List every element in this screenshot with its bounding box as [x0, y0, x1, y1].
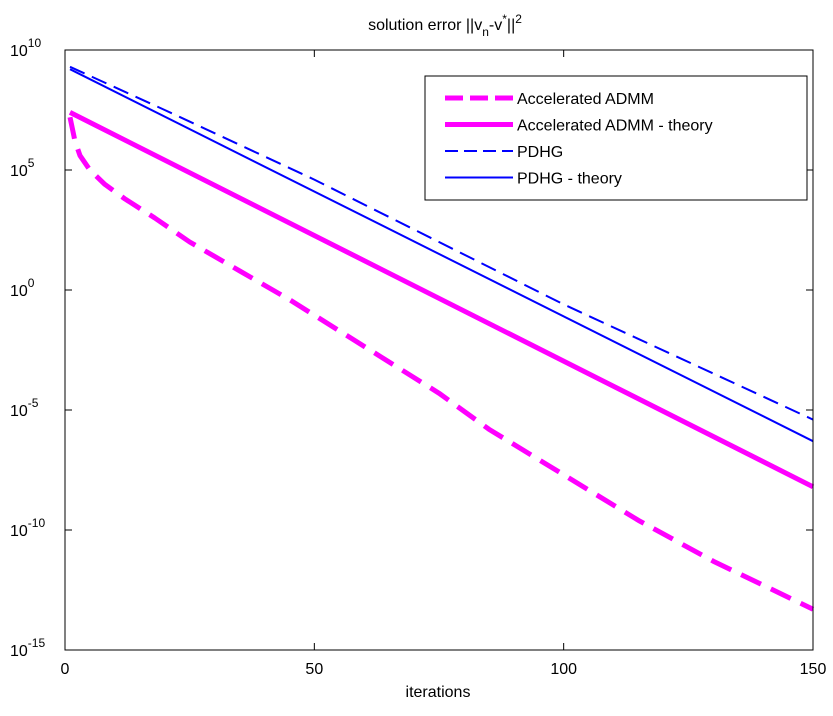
axes-frame: [64, 49, 814, 651]
x-tick-label-3: 150: [800, 661, 827, 678]
series-layer: [67, 65, 815, 612]
series-line-2: [69, 65, 814, 421]
legend-label-2: PDHG: [517, 144, 563, 161]
legend-label-0: Accelerated ADMM: [517, 91, 654, 108]
y-tick-exponent: 10: [28, 36, 42, 50]
y-tick-exponent: 0: [28, 276, 35, 290]
y-tick-exponent: 5: [28, 156, 35, 170]
legend-box: [424, 75, 808, 201]
y-tick-label-2: 10-5: [10, 396, 39, 420]
y-tick-base: 10: [10, 283, 28, 300]
y-tick-exponent: -10: [28, 516, 46, 530]
y-tick-label-0: 10-15: [10, 636, 45, 660]
y-tick-label-4: 105: [10, 156, 35, 180]
x-axis-label: iterations: [406, 684, 471, 701]
y-tick-exponent: -15: [28, 636, 46, 650]
series-line-3: [69, 68, 814, 443]
x-tick-label-2: 100: [550, 661, 577, 678]
x-tick-label-0: 0: [61, 661, 70, 678]
y-tick-label-5: 1010: [10, 36, 41, 60]
title-text: solution error ||v: [368, 17, 482, 34]
title-mid: -v: [489, 17, 502, 34]
legend: Accelerated ADMM Accelerated ADMM - theor…: [424, 75, 808, 201]
x-tick-label-1: 50: [305, 661, 323, 678]
title-superscript-2: 2: [515, 12, 522, 26]
legend-label-3: PDHG - theory: [517, 171, 622, 188]
y-tick-exponent: -5: [28, 396, 39, 410]
title-superscript-star: *: [502, 12, 507, 26]
legend-label-1: Accelerated ADMM - theory: [517, 118, 713, 135]
series-line-1: [68, 110, 815, 490]
y-tick-label-1: 10-10: [10, 516, 45, 540]
y-tick-base: 10: [10, 523, 28, 540]
y-tick-base: 10: [10, 403, 28, 420]
y-tick-base: 10: [10, 43, 28, 60]
title-subscript: n: [482, 25, 489, 39]
chart-title: solution error ||vn-v*||2: [368, 12, 522, 39]
y-tick-base: 10: [10, 163, 28, 180]
y-tick-base: 10: [10, 643, 28, 660]
title-end: ||: [507, 17, 515, 34]
y-tick-label-3: 100: [10, 276, 35, 300]
series-line-0: [67, 116, 815, 612]
